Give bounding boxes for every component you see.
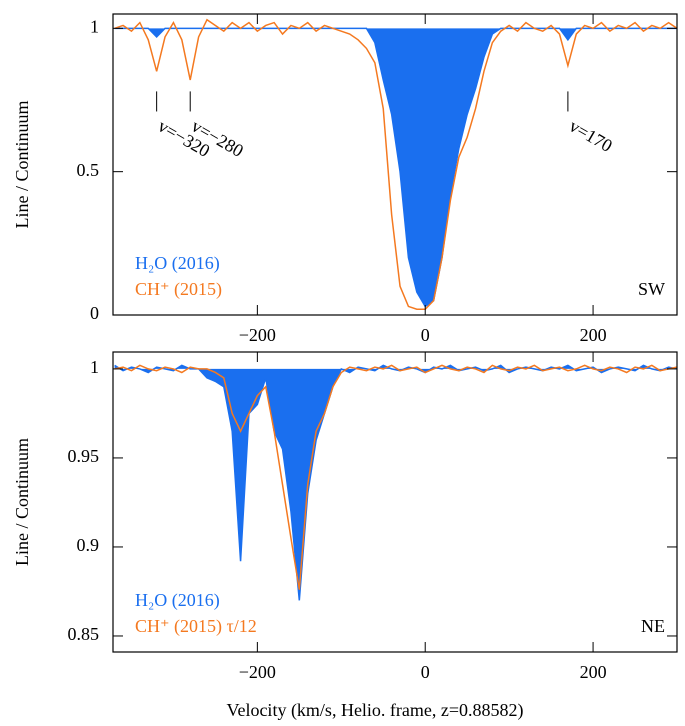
y-tick-label: 0.9 (77, 535, 100, 555)
legend-entry: H₂O (2016) (135, 253, 220, 274)
absorption-area (114, 28, 677, 307)
y-axis-title: Line / Continuum (12, 438, 32, 566)
y-tick-label: 1 (90, 357, 99, 377)
y-tick-label: 0.95 (68, 446, 100, 466)
spectrum-line (114, 18, 677, 311)
plot-frame (112, 13, 678, 316)
y-tick-label: 0.85 (68, 624, 100, 644)
plot-frame (112, 351, 678, 653)
legend-entry: CH⁺ (2015) τ/12 (135, 616, 257, 637)
spectrum-line (114, 27, 677, 308)
x-tick-label: 0 (421, 662, 430, 682)
plot-area (114, 18, 677, 311)
x-tick-label: 0 (421, 325, 430, 345)
x-tick-label: 200 (580, 662, 607, 682)
y-tick-label: 1 (90, 16, 99, 36)
y-axis-title: Line / Continuum (12, 101, 32, 229)
x-tick-label: −200 (239, 325, 276, 345)
y-tick-label: 0 (90, 303, 99, 323)
panel-label: NE (641, 616, 665, 636)
panel-label: SW (638, 279, 665, 299)
absorption-area (114, 365, 677, 601)
legend-entry: H₂O (2016) (135, 590, 220, 611)
x-axis-title: Velocity (km/s, Helio. frame, z=0.88582) (226, 700, 523, 721)
spectrum-line (114, 364, 677, 590)
annotation: v=170 (566, 116, 616, 156)
spectrum-line (114, 364, 677, 601)
x-tick-label: −200 (239, 662, 276, 682)
y-tick-label: 0.5 (77, 160, 100, 180)
legend-entry: CH⁺ (2015) (135, 279, 222, 300)
plot-area (114, 364, 677, 601)
x-tick-label: 200 (580, 325, 607, 345)
